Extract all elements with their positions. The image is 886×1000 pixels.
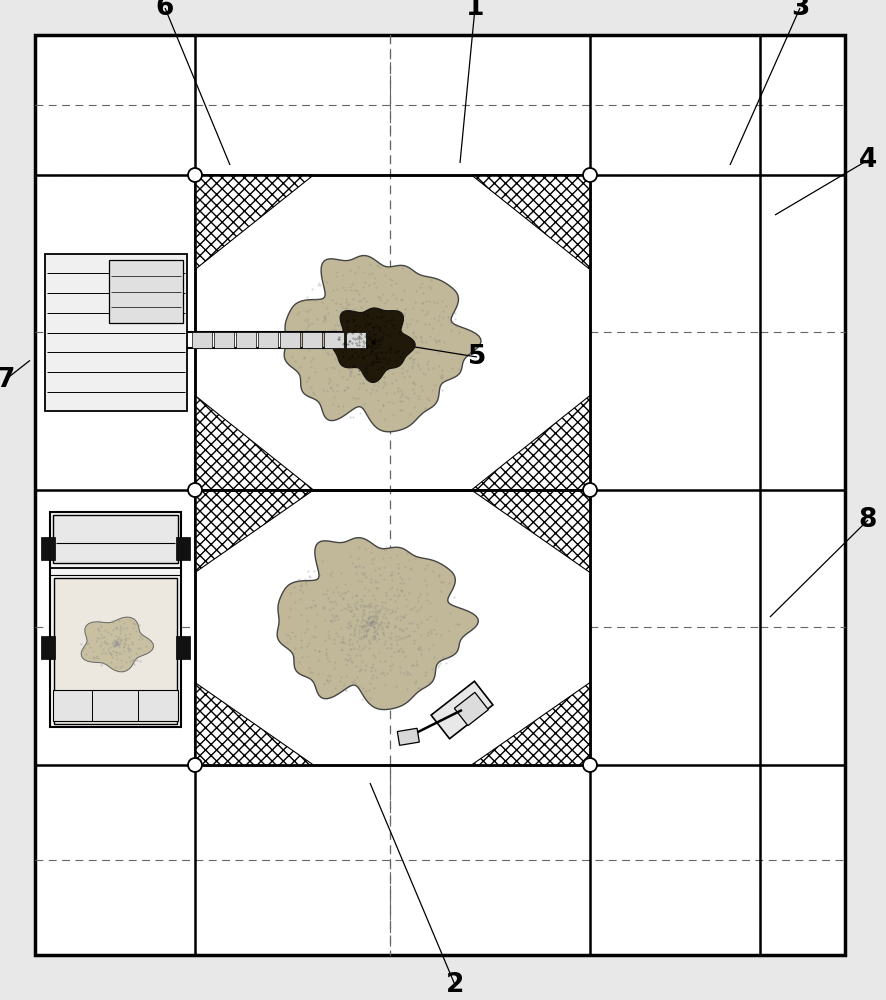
Text: 3: 3 [791, 0, 809, 21]
Polygon shape [471, 175, 590, 269]
Bar [176, 537, 190, 560]
Bar [54, 578, 177, 724]
Text: 5: 5 [468, 344, 486, 370]
Text: 8: 8 [859, 507, 877, 533]
Bar [258, 332, 278, 348]
Bar [324, 332, 344, 348]
Circle shape [188, 483, 202, 497]
Polygon shape [284, 256, 481, 432]
Circle shape [583, 483, 597, 497]
Bar [50, 512, 182, 726]
Bar [41, 636, 55, 659]
Bar [192, 332, 212, 348]
Polygon shape [195, 175, 314, 269]
Bar [214, 332, 234, 348]
Text: 6: 6 [156, 0, 175, 21]
Circle shape [583, 758, 597, 772]
Bar [109, 260, 183, 323]
Polygon shape [471, 682, 590, 765]
Bar [53, 690, 178, 721]
Bar [195, 175, 590, 490]
Bar [176, 636, 190, 659]
Polygon shape [195, 490, 314, 572]
Polygon shape [431, 681, 493, 739]
Bar [346, 332, 366, 348]
Text: 2: 2 [446, 972, 464, 998]
Polygon shape [277, 538, 478, 710]
Polygon shape [195, 395, 314, 490]
Polygon shape [195, 682, 314, 765]
Bar [302, 332, 322, 348]
Circle shape [188, 758, 202, 772]
Text: 7: 7 [0, 367, 14, 393]
Polygon shape [332, 308, 416, 382]
Bar [45, 254, 187, 411]
Bar [236, 332, 256, 348]
Polygon shape [82, 617, 153, 672]
Text: 1: 1 [466, 0, 485, 21]
Bar [41, 537, 55, 560]
Polygon shape [471, 395, 590, 490]
Polygon shape [397, 728, 419, 745]
Polygon shape [471, 490, 590, 572]
Circle shape [583, 168, 597, 182]
Bar [280, 332, 300, 348]
Text: 4: 4 [859, 147, 877, 173]
Polygon shape [455, 692, 488, 726]
Circle shape [188, 168, 202, 182]
Bar [195, 490, 590, 765]
Bar [53, 515, 178, 563]
